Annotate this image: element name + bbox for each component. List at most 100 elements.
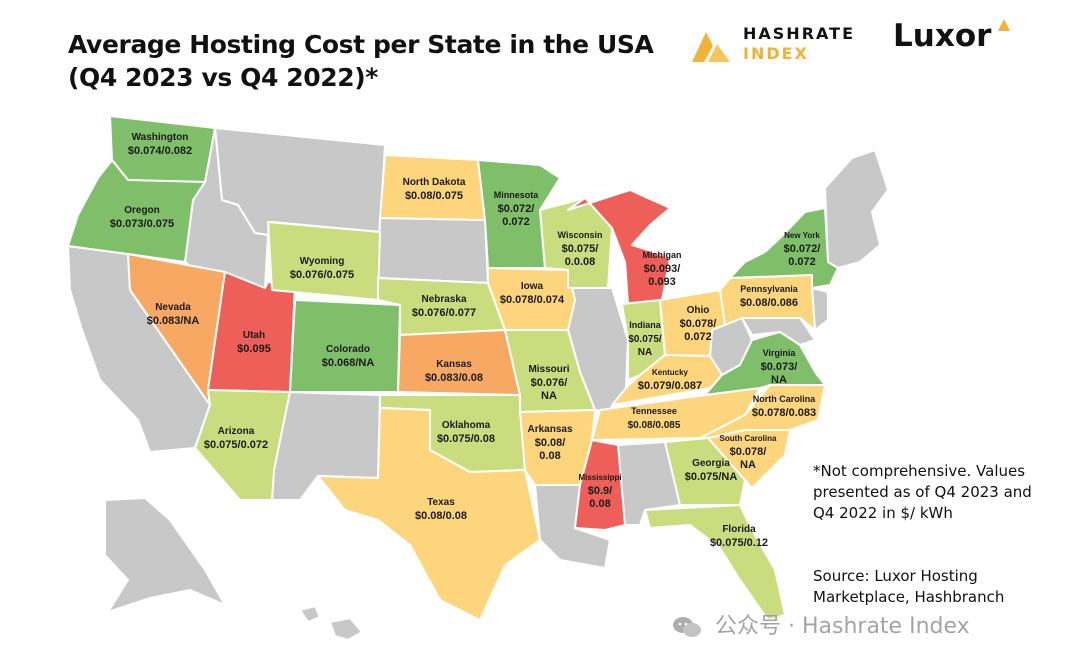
map-title: Average Hosting Cost per State in the US… (68, 28, 654, 94)
state-shape-new-england (824, 149, 889, 269)
state-name-nevada: Nevada (155, 302, 191, 313)
state-value-south-carolina-line2: NA (740, 459, 756, 471)
state-shape-florida (644, 504, 786, 621)
state-name-pennsylvania: Pennsylvania (740, 284, 799, 294)
state-label-florida: Florida $0.075/0.12 (710, 524, 768, 549)
state-shape-kentucky (611, 354, 723, 406)
title-line-1: Average Hosting Cost per State in the US… (68, 30, 654, 59)
state-value-oklahoma: $0.075/0.08 (437, 433, 495, 445)
state-value-texas: $0.08/0.08 (415, 510, 467, 522)
state-name-nebraska: Nebraska (421, 294, 466, 305)
state-value-wyoming: $0.076/0.075 (290, 269, 354, 281)
state-value-new-york-line1: $0.072/ (784, 243, 821, 255)
state-name-north-carolina: North Carolina (753, 394, 816, 404)
state-value-missouri-line1: $0.076/ (531, 377, 568, 389)
state-value-minnesota-line1: $0.072/ (498, 203, 535, 215)
state-value-oregon: $0.073/0.075 (110, 218, 174, 230)
state-label-wisconsin: Wisconsin $0.075/0.0.08 (558, 230, 603, 268)
state-name-indiana: Indiana (629, 320, 661, 330)
state-label-wyoming: Wyoming $0.076/0.075 (290, 256, 354, 281)
state-value-arkansas-line2: 0.08 (539, 450, 560, 462)
state-label-colorado: Colorado $0.068/NA (322, 344, 375, 369)
state-value-tennessee: $0.08/0.085 (628, 420, 681, 431)
state-value-wisconsin-line1: $0.075/ (562, 243, 599, 255)
state-label-north-carolina: North Carolina $0.078/0.083 (752, 394, 816, 419)
state-label-oregon: Oregon $0.073/0.075 (110, 205, 174, 230)
state-label-kentucky: Kentucky $0.079/0.087 (638, 368, 702, 392)
state-value-pennsylvania: $0.08/0.086 (740, 297, 798, 309)
state-name-kentucky: Kentucky (652, 368, 689, 377)
state-name-south-carolina: South Carolina (720, 434, 777, 443)
state-value-south-carolina-line1: $0.078/ (730, 446, 767, 458)
hashrate-logo-icon (692, 32, 730, 62)
state-name-virginia: Virginia (763, 348, 797, 358)
states-layer (67, 115, 889, 641)
state-label-mississippi: Mississippi $0.9/0.08 (578, 473, 621, 510)
state-value-virginia-line2: NA (771, 374, 787, 386)
state-name-texas: Texas (427, 497, 455, 508)
state-name-washington: Washington (132, 132, 189, 143)
state-shape-texas (317, 407, 541, 621)
source-note: Source: Luxor Hosting Marketplace, Hashb… (813, 567, 1005, 606)
state-label-texas: Texas $0.08/0.08 (415, 497, 467, 522)
state-value-mississippi-line1: $0.9/ (588, 485, 612, 497)
state-name-arkansas: Arkansas (527, 424, 572, 435)
wechat-icon (673, 617, 701, 637)
state-shape-arizona (194, 389, 291, 501)
state-value-arkansas-line1: $0.08/ (535, 437, 566, 449)
state-name-tennessee: Tennessee (631, 406, 677, 416)
state-value-washington: $0.074/0.082 (128, 145, 192, 157)
state-value-north-carolina: $0.078/0.083 (752, 407, 816, 419)
state-label-utah: Utah $0.095 (237, 330, 271, 355)
state-value-nevada: $0.083/NA (147, 315, 200, 327)
hashrate-logo-text: HASHRATE (743, 24, 855, 43)
hashrate-index-logo: HASHRATE INDEX (690, 22, 860, 66)
state-name-missouri: Missouri (528, 364, 569, 375)
state-value-mississippi-line2: 0.08 (589, 498, 610, 510)
state-label-virginia: Virginia $0.073/NA (761, 348, 798, 386)
state-value-georgia: $0.075/NA (685, 471, 738, 483)
state-name-oklahoma: Oklahoma (442, 420, 491, 431)
state-name-wisconsin: Wisconsin (558, 230, 603, 240)
state-name-colorado: Colorado (326, 344, 370, 355)
state-name-wyoming: Wyoming (300, 256, 345, 267)
state-shape-michigan (567, 189, 671, 305)
state-label-iowa: Iowa $0.078/0.074 (500, 281, 565, 306)
state-label-missouri: Missouri $0.076/NA (528, 364, 569, 402)
footnote: *Not comprehensive. Values presented as … (813, 462, 1032, 522)
state-name-oregon: Oregon (124, 205, 160, 216)
state-value-iowa: $0.078/0.074 (500, 294, 565, 306)
state-label-tennessee: Tennessee $0.08/0.085 (628, 406, 681, 431)
state-label-new-york: New York $0.072/0.072 (784, 231, 821, 268)
state-label-nebraska: Nebraska $0.076/0.077 (412, 294, 476, 319)
state-name-arizona: Arizona (218, 426, 255, 437)
state-name-north-dakota: North Dakota (403, 177, 466, 188)
state-label-georgia: Georgia $0.075/NA (685, 458, 738, 483)
state-name-kansas: Kansas (436, 359, 472, 370)
state-shape-hawaii (299, 605, 363, 641)
state-name-michigan: Michigan (642, 250, 681, 260)
state-label-pennsylvania: Pennsylvania $0.08/0.086 (740, 284, 799, 309)
state-label-ohio: Ohio $0.078/0.072 (680, 305, 717, 343)
state-name-new-york: New York (784, 231, 820, 240)
state-value-wisconsin-line2: 0.0.08 (565, 256, 596, 268)
luxor-logo-text: Luxor (893, 18, 992, 54)
state-label-arkansas: Arkansas $0.08/0.08 (527, 424, 572, 462)
state-value-ohio-line2: 0.072 (684, 331, 712, 343)
state-label-south-carolina: South Carolina $0.078/NA (720, 434, 777, 471)
state-label-michigan: Michigan $0.093/0.093 (642, 250, 681, 288)
state-value-kansas: $0.083/0.08 (425, 372, 483, 384)
state-name-mississippi: Mississippi (578, 473, 621, 482)
wechat-watermark: 公众号 · Hashrate Index (672, 608, 970, 640)
state-value-missouri-line2: NA (541, 390, 557, 402)
state-label-oklahoma: Oklahoma $0.075/0.08 (437, 420, 495, 445)
state-name-ohio: Ohio (687, 305, 710, 316)
state-name-iowa: Iowa (521, 281, 544, 292)
state-name-minnesota: Minnesota (494, 190, 539, 200)
luxor-triangle-icon (998, 19, 1010, 31)
state-shape-oregon (67, 159, 206, 263)
state-value-north-dakota: $0.08/0.075 (405, 190, 463, 202)
state-shape-virginia (704, 331, 826, 396)
state-value-nebraska: $0.076/0.077 (412, 307, 476, 319)
